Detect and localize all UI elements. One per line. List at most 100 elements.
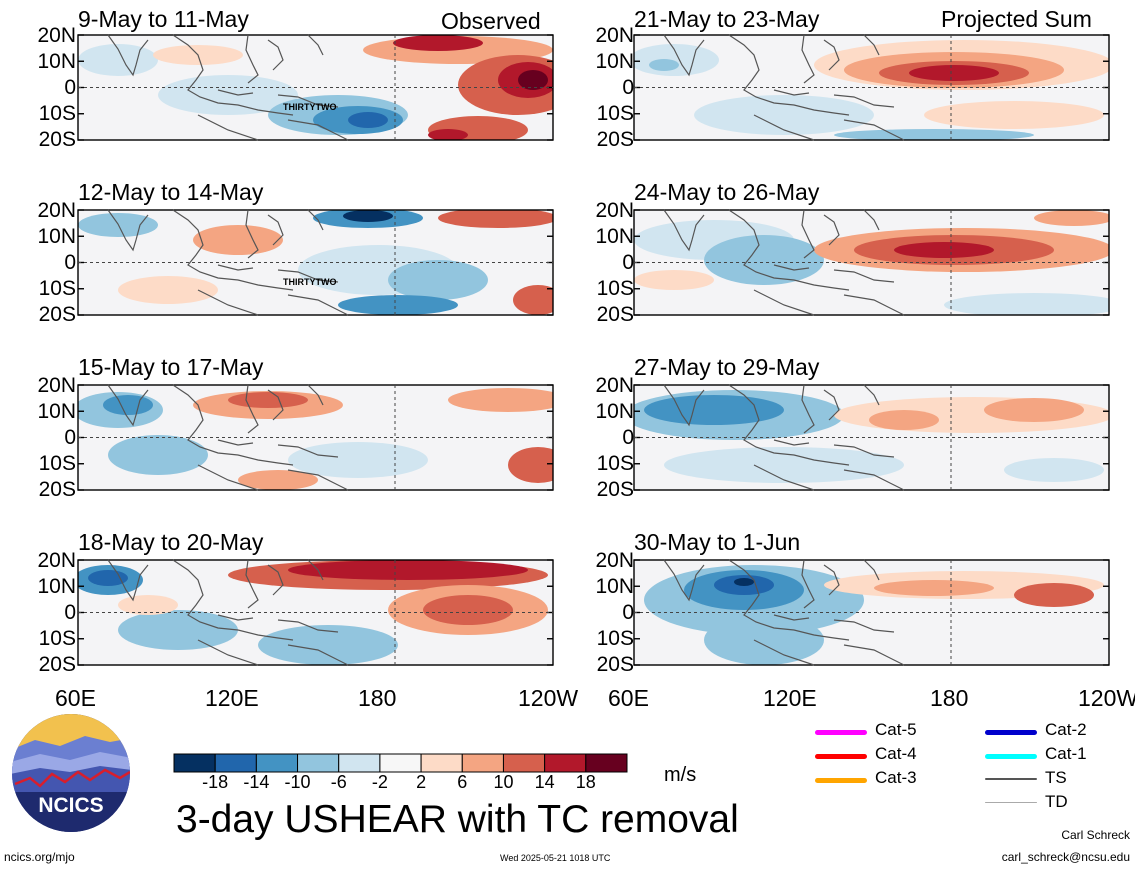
coastline [823, 39, 840, 71]
lat-label-right-3-3: 0 [622, 426, 634, 449]
coastline [863, 209, 880, 231]
panel-title-left-2: 12-May to 14-May [78, 179, 264, 205]
colorbar-tick-label: 10 [493, 772, 514, 792]
lat-label-left-1-2: 10N [37, 50, 76, 73]
coastline [773, 614, 810, 621]
legend-line-cat-2 [985, 730, 1037, 735]
coastline [245, 559, 259, 609]
coastline [773, 264, 810, 271]
coastline [843, 294, 905, 316]
lat-label-left-3-4: 10S [38, 452, 76, 475]
coastline [172, 209, 294, 291]
lat-label-left-1-3: 0 [64, 76, 76, 99]
coastline [823, 564, 840, 596]
lat-label-right-4-4: 10S [596, 627, 634, 650]
panel-title-right-4: 30-May to 1-Jun [634, 529, 801, 555]
legend-line-cat-1 [985, 754, 1037, 759]
legend-line-ts [985, 778, 1037, 780]
coastline [267, 214, 284, 246]
colorbar-swatch [338, 753, 381, 773]
legend-label-cat-2: Cat-2 [1045, 720, 1087, 739]
coastline [217, 614, 254, 621]
colorbar-swatch [544, 753, 587, 773]
coastline [277, 94, 339, 108]
lon-label-left-60e: 60E [55, 685, 96, 711]
colorbar-tick-label: 6 [457, 772, 468, 792]
colorbar-units: m/s [664, 764, 697, 786]
lon-label-right-180: 180 [930, 685, 969, 711]
legend-label-cat-4: Cat-4 [875, 744, 917, 763]
ncics-logo: NCICS [10, 712, 132, 834]
map-panel-right-1 [634, 35, 1109, 140]
map-panel-left-3 [78, 385, 553, 490]
lat-label-right-2-3: 0 [622, 251, 634, 274]
lat-label-left-3-5: 20S [38, 478, 76, 501]
main-title: 3-day USHEAR with TC removal [176, 798, 739, 841]
footer-url: ncics.org/mjo [4, 850, 75, 864]
coastline [197, 289, 259, 316]
colorbar-tick-label: -14 [243, 772, 270, 792]
coastline [801, 384, 815, 434]
coastline [245, 209, 259, 259]
coastline [823, 214, 840, 246]
lat-label-right-1-2: 10N [595, 50, 634, 73]
coastline [245, 34, 259, 84]
colorbar-swatch [420, 753, 463, 773]
coastline [728, 34, 850, 116]
storm-label-1: THIRTYTWO [283, 102, 337, 112]
lat-label-left-2-2: 10N [37, 225, 76, 248]
coastline [728, 384, 850, 466]
map-panel-right-2 [634, 210, 1109, 315]
panel-title-right-3: 27-May to 29-May [634, 354, 820, 380]
lat-label-left-3-1: 20N [37, 374, 76, 397]
panel-tag-observed: Observed [441, 8, 541, 34]
coastline [172, 34, 294, 116]
colorbar-swatch [214, 753, 257, 773]
coastline [307, 384, 324, 406]
coastline [753, 114, 815, 141]
coastline [663, 384, 705, 427]
coastline [801, 559, 815, 609]
colorbar-swatch [379, 753, 422, 773]
lat-label-right-3-1: 20N [595, 374, 634, 397]
lat-label-right-2-5: 20S [596, 303, 634, 326]
coastline [663, 209, 705, 252]
colorbar-swatch [297, 753, 340, 773]
lat-label-left-4-4: 10S [38, 627, 76, 650]
legend-label-cat-5: Cat-5 [875, 720, 917, 739]
legend-label-cat-1: Cat-1 [1045, 744, 1087, 763]
coastline [833, 444, 895, 458]
colorbar [173, 753, 628, 778]
coastline [197, 639, 259, 666]
lon-label-left-120w: 120W [518, 685, 579, 711]
footer-author: Carl Schreck [1061, 828, 1130, 842]
coastline [107, 384, 149, 427]
colorbar-tick-label: 14 [534, 772, 555, 792]
coastline [107, 559, 149, 602]
coastline [863, 559, 880, 581]
lon-label-right-120w: 120W [1078, 686, 1135, 710]
coastline [267, 389, 284, 421]
coastline [107, 209, 149, 252]
legend-line-cat-4 [815, 754, 867, 759]
footer-timestamp: Wed 2025-05-21 1018 UTC [500, 853, 611, 863]
map-frames-overlay [77, 34, 1110, 666]
colorbar-tick-label: 18 [575, 772, 596, 792]
coastline [267, 564, 284, 596]
coastline [172, 559, 294, 641]
coastline [267, 39, 284, 71]
panel-title-left-3: 15-May to 17-May [78, 354, 264, 380]
lon-label-right-120e: 120E [763, 685, 817, 711]
coastline [833, 269, 895, 283]
coastline [801, 34, 815, 84]
coastline [277, 269, 339, 283]
lon-label-right-60e: 60E [608, 685, 649, 711]
coastline [287, 294, 349, 316]
lat-label-left-2-5: 20S [38, 303, 76, 326]
coastline [863, 34, 880, 56]
map-panel-left-2 [78, 210, 553, 315]
lat-label-left-4-2: 10N [37, 575, 76, 598]
coastline [217, 439, 254, 446]
coastline [107, 34, 149, 77]
panel-title-right-2: 24-May to 26-May [634, 179, 820, 205]
